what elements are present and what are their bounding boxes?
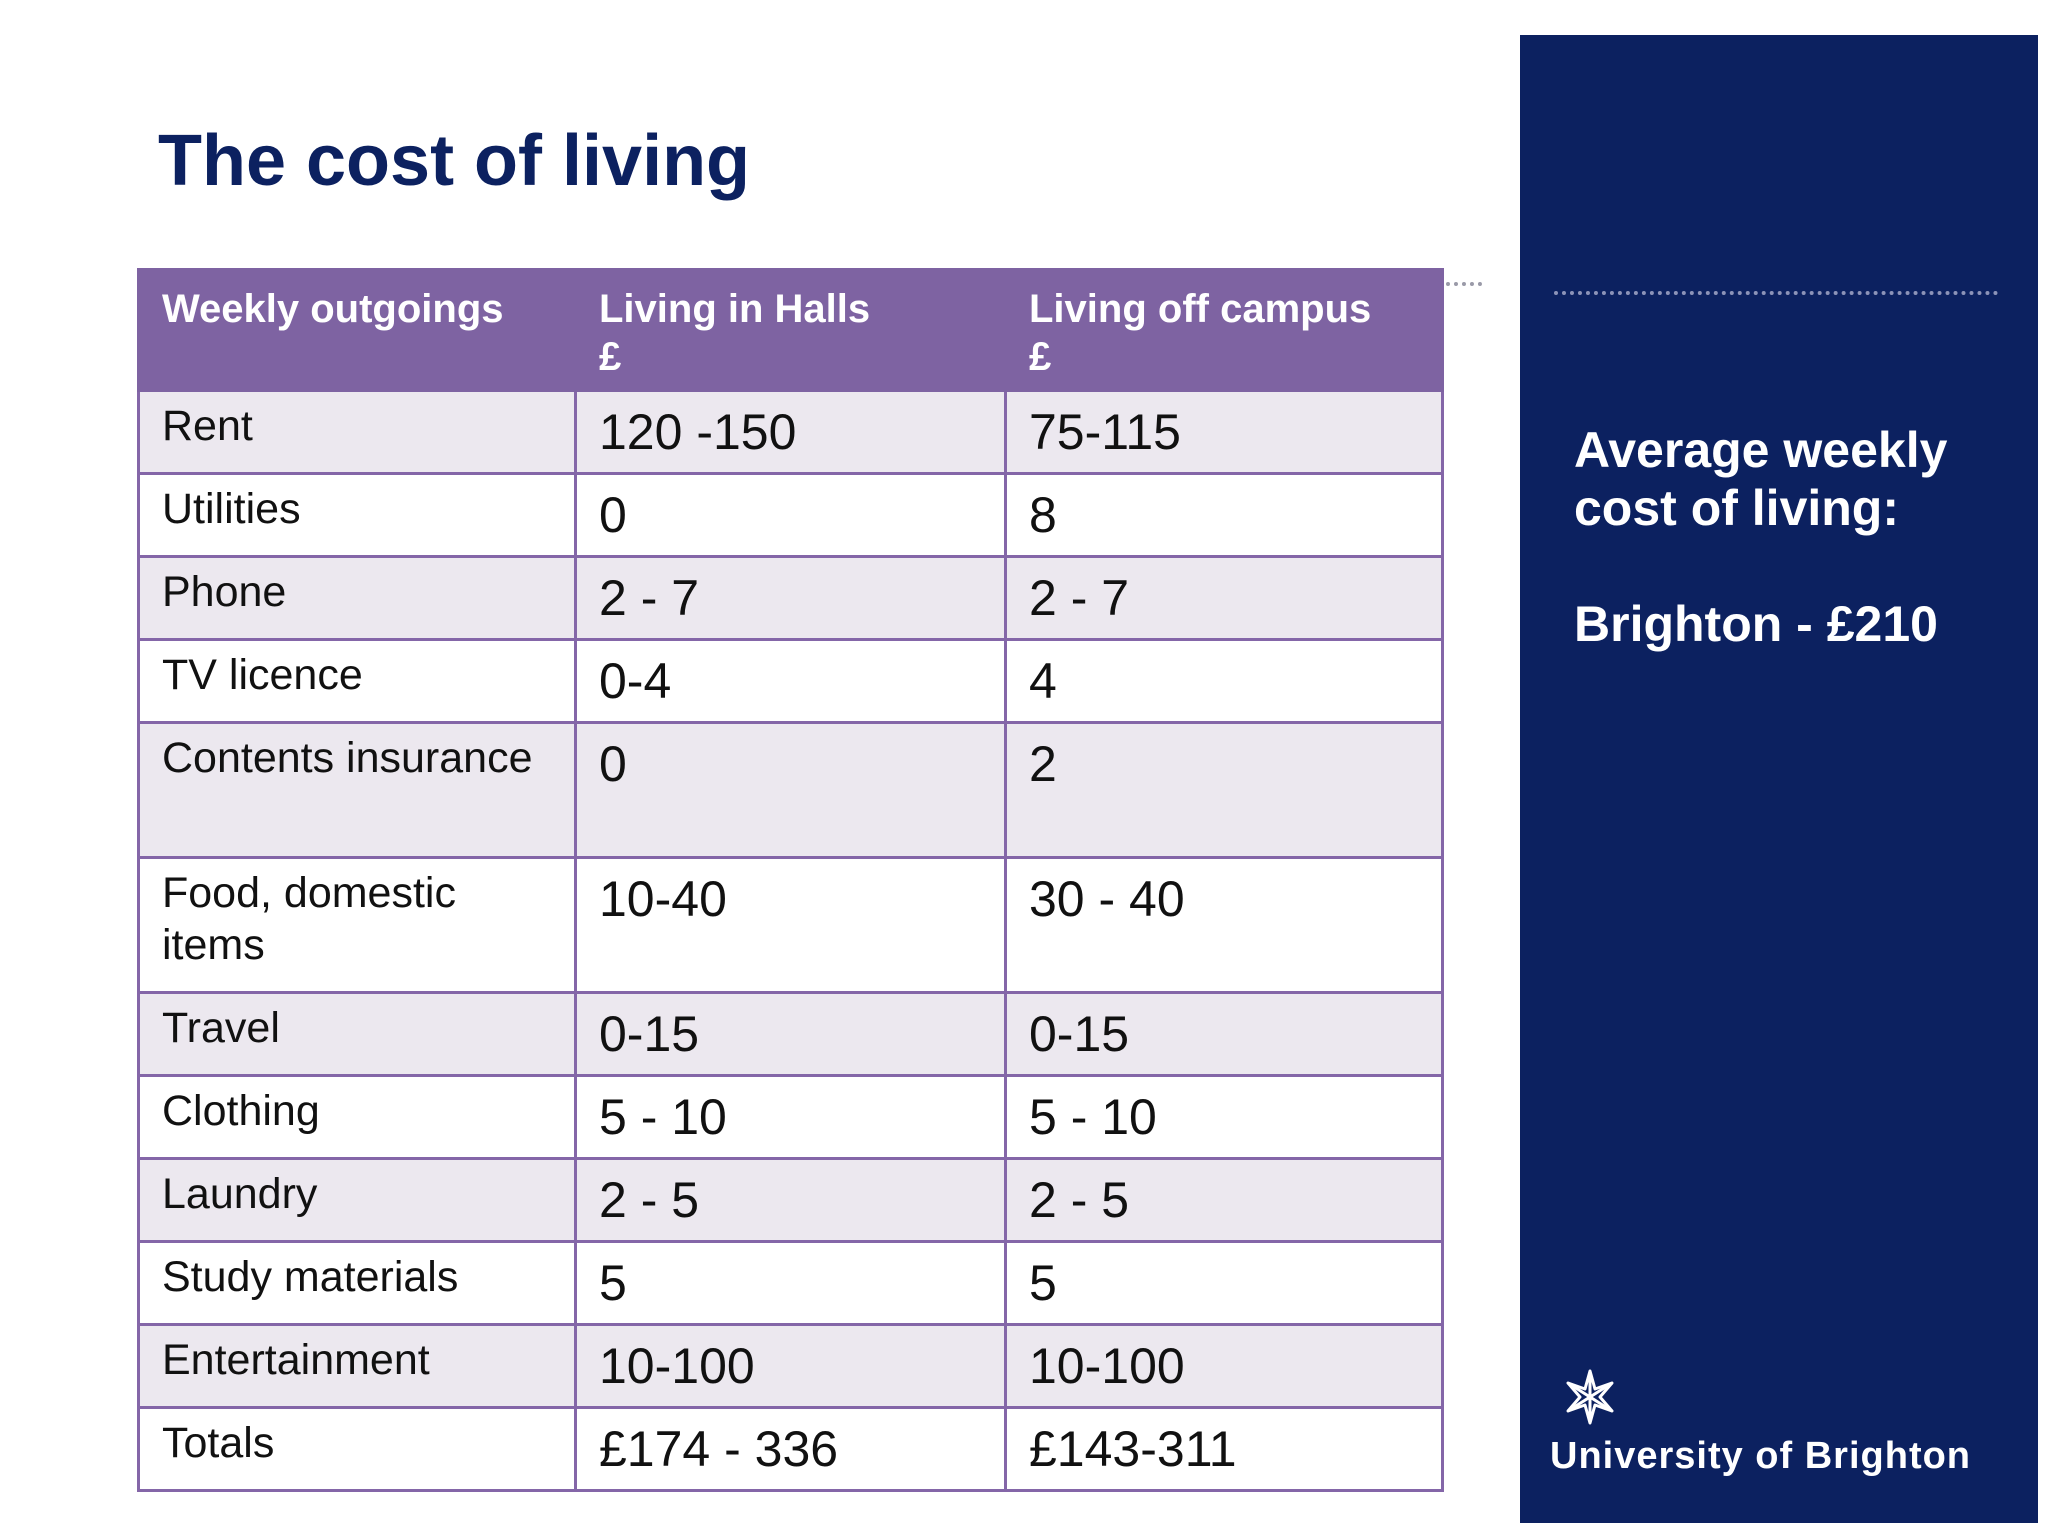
off-campus-cost: 4 <box>1004 638 1444 724</box>
column-header-label: Living off campus <box>1029 287 1372 331</box>
off-campus-cost: 2 - 5 <box>1004 1157 1444 1243</box>
off-campus-cost: 5 - 10 <box>1004 1074 1444 1160</box>
off-campus-cost: 0-15 <box>1004 991 1444 1077</box>
row-label: Utilities <box>137 472 577 558</box>
halls-cost: 0-15 <box>574 991 1007 1077</box>
off-campus-cost: 2 <box>1004 721 1444 859</box>
table-row: Clothing 5 - 10 5 - 10 <box>137 1074 1444 1160</box>
off-campus-cost: 30 - 40 <box>1004 856 1444 994</box>
university-logo: University of Brighton <box>1550 1367 2020 1478</box>
halls-cost: 5 <box>574 1240 1007 1326</box>
table-row: Rent 120 -150 75-115 <box>137 389 1444 475</box>
off-campus-cost: 10-100 <box>1004 1323 1444 1409</box>
row-label: Rent <box>137 389 577 475</box>
page-title: The cost of living <box>158 121 751 201</box>
halls-cost: 10-40 <box>574 856 1007 994</box>
column-header-unit: £ <box>599 335 622 379</box>
column-header-label: Weekly outgoings <box>162 287 504 331</box>
halls-cost: 10-100 <box>574 1323 1007 1409</box>
row-label: Contents insurance <box>137 721 577 859</box>
row-label: Travel <box>137 991 577 1077</box>
column-header-unit: £ <box>1029 335 1052 379</box>
column-header: Living off campus £ <box>1004 268 1444 392</box>
off-campus-cost: 2 - 7 <box>1004 555 1444 641</box>
halls-total: £174 - 336 <box>574 1406 1007 1492</box>
halls-cost: 5 - 10 <box>574 1074 1007 1160</box>
halls-cost: 2 - 5 <box>574 1157 1007 1243</box>
star-icon <box>1566 1369 1614 1425</box>
sidebar-panel: Average weekly cost of living: Brighton … <box>1520 35 2038 1523</box>
halls-cost: 120 -150 <box>574 389 1007 475</box>
column-header: Living in Halls £ <box>574 268 1007 392</box>
dotted-divider <box>1446 282 1482 286</box>
halls-cost: 0 <box>574 472 1007 558</box>
totals-row: Totals £174 - 336 £143-311 <box>137 1406 1444 1492</box>
off-campus-cost: 75-115 <box>1004 389 1444 475</box>
table-row: Food, domestic items 10-40 30 - 40 <box>137 856 1444 994</box>
table-row: Study materials 5 5 <box>137 1240 1444 1326</box>
average-cost-callout: Average weekly cost of living: Brighton … <box>1574 421 2014 653</box>
row-label: Clothing <box>137 1074 577 1160</box>
table-row: Contents insurance 0 2 <box>137 721 1444 859</box>
halls-cost: 2 - 7 <box>574 555 1007 641</box>
table-row: Laundry 2 - 5 2 - 5 <box>137 1157 1444 1243</box>
dotted-divider <box>1554 291 1998 295</box>
table-row: Phone 2 - 7 2 - 7 <box>137 555 1444 641</box>
column-header: Weekly outgoings <box>137 268 577 392</box>
average-cost-value: Brighton - £210 <box>1574 596 1938 652</box>
off-campus-total: £143-311 <box>1004 1406 1444 1492</box>
column-header-label: Living in Halls <box>599 287 871 331</box>
row-label: Phone <box>137 555 577 641</box>
table-row: Travel 0-15 0-15 <box>137 991 1444 1077</box>
table-row: Entertainment 10-100 10-100 <box>137 1323 1444 1409</box>
row-label: Food, domestic items <box>137 856 577 994</box>
row-label: Study materials <box>137 1240 577 1326</box>
table-row: TV licence 0-4 4 <box>137 638 1444 724</box>
row-label: Laundry <box>137 1157 577 1243</box>
average-cost-label: Average weekly cost of living: <box>1574 422 1948 536</box>
row-label: Entertainment <box>137 1323 577 1409</box>
row-label: TV licence <box>137 638 577 724</box>
table-row: Utilities 0 8 <box>137 472 1444 558</box>
university-name: University of Brighton <box>1550 1435 1972 1477</box>
cost-table: Weekly outgoings Living in Halls £ Livin… <box>137 268 1444 1492</box>
halls-cost: 0-4 <box>574 638 1007 724</box>
off-campus-cost: 5 <box>1004 1240 1444 1326</box>
off-campus-cost: 8 <box>1004 472 1444 558</box>
halls-cost: 0 <box>574 721 1007 859</box>
row-label: Totals <box>137 1406 577 1492</box>
table-header-row: Weekly outgoings Living in Halls £ Livin… <box>137 268 1444 392</box>
